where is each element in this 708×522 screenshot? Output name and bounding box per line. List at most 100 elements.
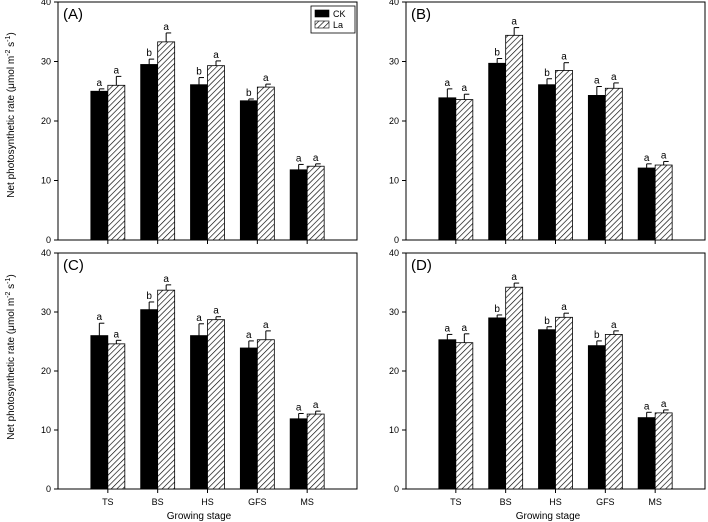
bar-la [555, 316, 573, 490]
y-axis-label-bottom: Net photosynthetic rate (μmol m-2 s-1) [5, 274, 17, 440]
significance-letter: a [644, 401, 650, 412]
significance-letter: a [594, 75, 600, 86]
bar-ck [488, 317, 507, 490]
significance-letter: b [544, 68, 550, 79]
bar-la [604, 87, 623, 241]
significance-letter: a [445, 78, 451, 89]
bar-ck [140, 309, 159, 490]
bar-ck [637, 167, 656, 241]
y-tick-label: 10 [41, 425, 51, 435]
significance-letter: a [462, 323, 468, 334]
bar-la [306, 413, 325, 490]
significance-letter: a [313, 153, 319, 164]
panel-label: (B) [411, 6, 431, 23]
y-tick-label: 0 [394, 235, 399, 245]
significance-letter: b [146, 48, 152, 59]
significance-letter: a [97, 312, 103, 323]
bar-ck [190, 84, 208, 241]
legend-label-ck: CK [333, 9, 346, 19]
y-tick-label: 40 [41, 248, 51, 258]
bar-ck [587, 95, 606, 241]
significance-letter: a [263, 73, 269, 84]
bar-ck [289, 169, 308, 241]
bar-ck [190, 335, 208, 490]
y-tick-label: 10 [389, 176, 399, 186]
y-tick-label: 30 [41, 57, 51, 67]
bar-la [157, 41, 176, 241]
significance-letter: a [213, 50, 219, 61]
y-axis-label-top: Net photosynthetic rate (μmol m-2 s-1) [5, 32, 17, 198]
x-tick-label: BS [152, 497, 164, 507]
significance-letter: a [263, 320, 269, 331]
significance-letter: a [511, 17, 517, 28]
y-tick-label: 20 [389, 116, 399, 126]
y-tick-label: 40 [41, 0, 51, 7]
y-tick-label: 20 [41, 366, 51, 376]
significance-letter: b [246, 88, 252, 99]
bar-la [654, 164, 673, 241]
bar-la [256, 339, 275, 490]
bar-ck [637, 417, 656, 490]
significance-letter: a [114, 65, 120, 76]
bar-ck [289, 418, 308, 490]
significance-letter: a [114, 329, 120, 340]
bar-la [306, 165, 325, 241]
legend-label-la: La [333, 20, 343, 30]
y-tick-label: 0 [46, 484, 51, 494]
bar-ck [239, 100, 258, 241]
x-tick-label: TS [450, 497, 462, 507]
significance-letter: a [196, 313, 202, 324]
y-tick-label: 10 [41, 176, 51, 186]
significance-letter: b [146, 291, 152, 302]
y-tick-label: 20 [41, 116, 51, 126]
bar-ck [438, 97, 457, 241]
y-tick-label: 0 [394, 484, 399, 494]
significance-letter: a [313, 400, 319, 411]
y-tick-label: 0 [46, 235, 51, 245]
significance-letter: a [511, 272, 517, 283]
bar-la [455, 99, 474, 241]
bar-la [207, 65, 225, 241]
legend-swatch-ck [314, 9, 330, 18]
y-tick-label: 40 [389, 248, 399, 258]
significance-letter: a [445, 323, 451, 334]
y-tick-label: 30 [389, 57, 399, 67]
bar-ck [488, 62, 507, 241]
bar-ck [438, 339, 457, 490]
x-tick-label: MS [300, 497, 314, 507]
significance-letter: a [644, 153, 650, 164]
bar-la [107, 343, 126, 490]
significance-letter: b [594, 330, 600, 341]
significance-letter: a [97, 78, 103, 89]
significance-letter: a [561, 302, 567, 313]
bar-la [157, 289, 176, 490]
significance-letter: a [611, 320, 617, 331]
x-axis-label-left: Growing stage [167, 511, 232, 522]
x-tick-label: GFS [596, 497, 615, 507]
bar-la [505, 286, 524, 490]
significance-letter: a [611, 72, 617, 83]
x-tick-label: HS [549, 497, 562, 507]
x-tick-label: MS [648, 497, 662, 507]
bar-la [555, 70, 573, 241]
y-tick-label: 40 [389, 0, 399, 7]
x-tick-label: HS [201, 497, 214, 507]
bar-ck [90, 90, 109, 241]
bar-la [654, 412, 673, 490]
significance-letter: a [462, 83, 468, 94]
bar-ck [90, 335, 109, 490]
significance-letter: b [544, 316, 550, 327]
bar-ck [538, 84, 556, 241]
bar-la [455, 342, 474, 490]
significance-letter: a [661, 399, 667, 410]
y-tick-label: 30 [41, 307, 51, 317]
legend-swatch-la [314, 20, 330, 29]
bar-la [604, 334, 623, 490]
x-tick-label: BS [500, 497, 512, 507]
x-tick-label: TS [102, 497, 114, 507]
significance-letter: a [163, 274, 169, 285]
